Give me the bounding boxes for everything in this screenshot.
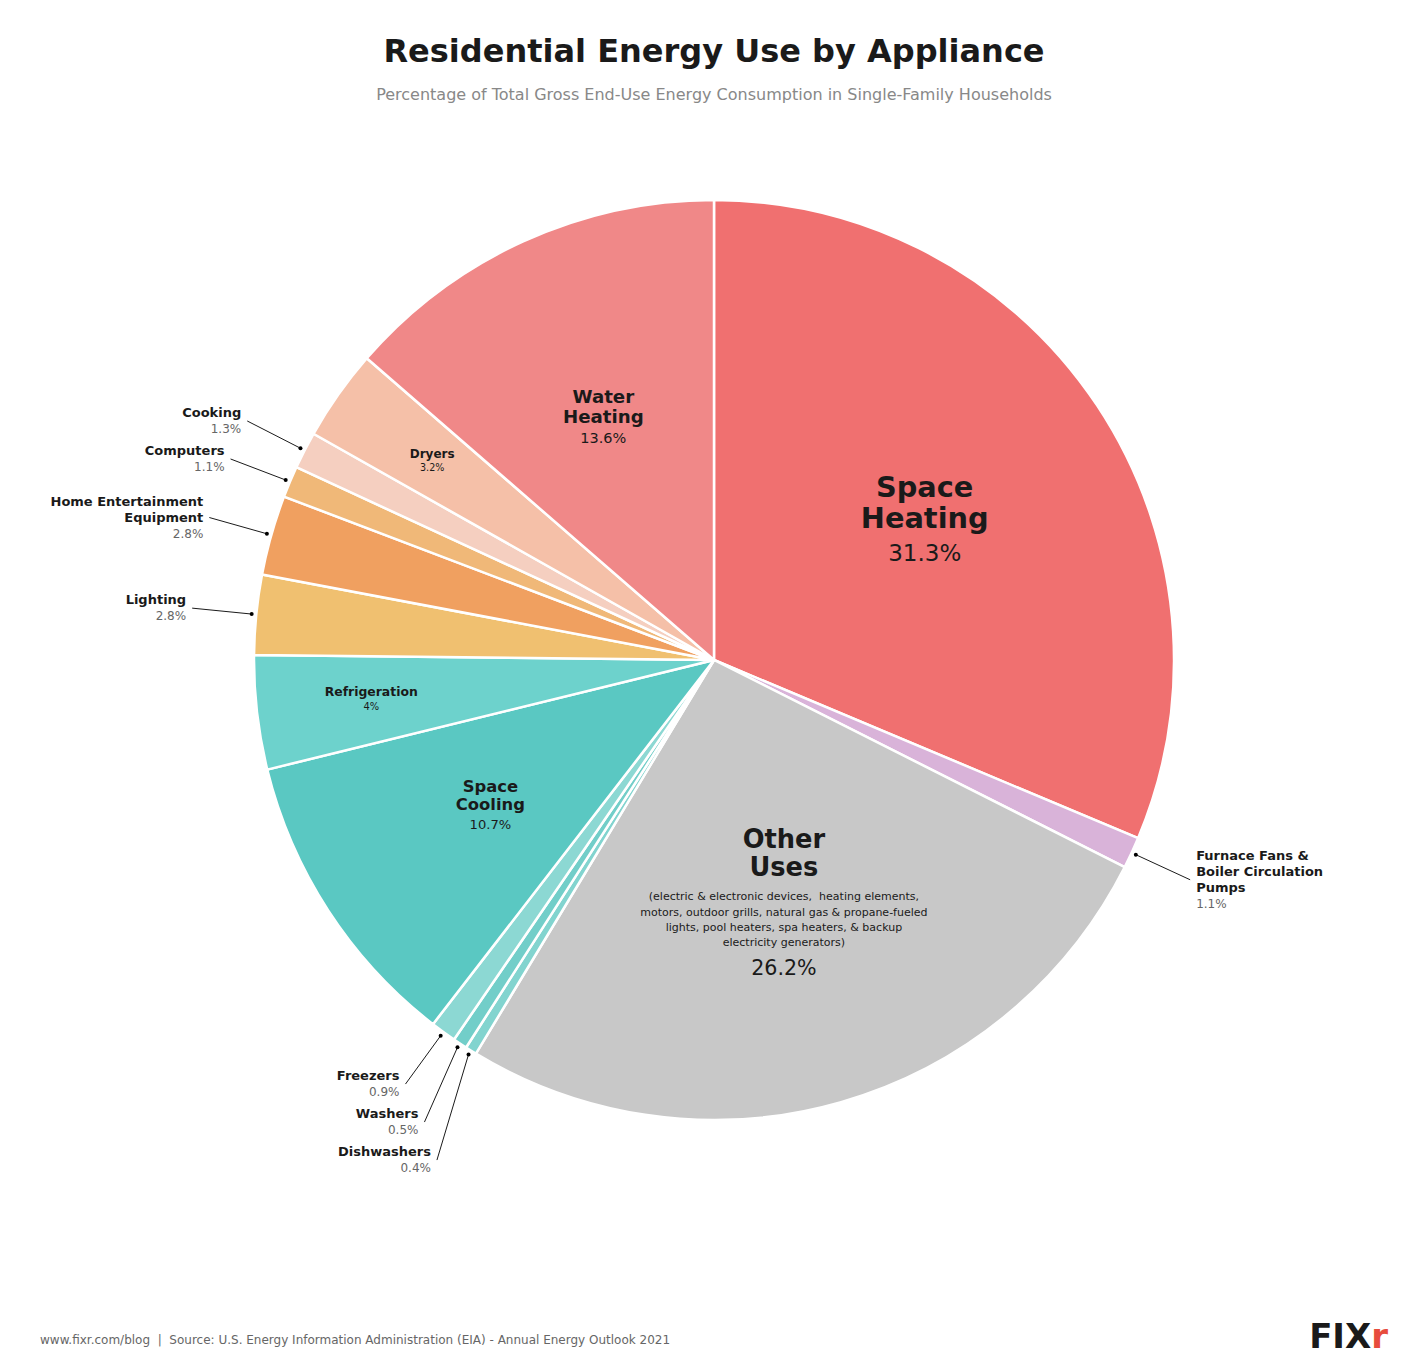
annotation-line: electricity generators): [723, 936, 845, 949]
leader-line: [231, 459, 286, 480]
slice-label: Furnace Fans &Boiler CirculationPumps: [1196, 848, 1323, 895]
leader-line: [247, 421, 300, 448]
chart: Residential Energy Use by Appliance Perce…: [0, 0, 1428, 1372]
slice-label: Computers: [145, 443, 225, 458]
slice-label-line: Freezers: [337, 1068, 400, 1083]
leader-line: [209, 518, 267, 534]
slice-label: SpaceHeating: [861, 470, 989, 536]
data-label: 2.8%: [173, 527, 204, 541]
leader-line: [1136, 855, 1190, 880]
subtitle: Percentage of Total Gross End-Use Energy…: [376, 85, 1052, 104]
data-label: 3.2%: [420, 462, 444, 473]
slice-label: WaterHeating: [563, 386, 644, 427]
background: [0, 0, 1428, 1372]
logo-part: r: [1371, 1316, 1388, 1356]
slice-label-line: Cooking: [182, 405, 241, 420]
slice-label-line: Refrigeration: [325, 684, 418, 699]
data-label: 1.1%: [194, 460, 225, 474]
slice-label-line: Equipment: [124, 510, 203, 525]
data-label: 10.7%: [470, 817, 512, 832]
slice-label-line: Cooling: [456, 795, 525, 814]
pie: [254, 200, 1174, 1120]
slice-label-line: Space: [463, 777, 518, 796]
slice-label: Home EntertainmentEquipment: [51, 494, 204, 525]
slice-label-line: Furnace Fans &: [1196, 848, 1309, 863]
slice-label-line: Other: [743, 824, 826, 854]
slice-label-line: Computers: [145, 443, 225, 458]
pie-slice: [367, 200, 714, 660]
data-label: 4%: [363, 701, 379, 712]
slice-label-line: Space: [876, 470, 973, 504]
slice-label-line: Washers: [356, 1106, 419, 1121]
leader-line: [424, 1047, 457, 1122]
slice-label-line: Uses: [749, 852, 818, 882]
data-label: 0.9%: [369, 1085, 400, 1099]
leader-dot: [284, 478, 288, 482]
slice-label: Cooking: [182, 405, 241, 420]
slice-label-line: Water: [572, 386, 634, 407]
logo: FIXr: [1309, 1316, 1388, 1356]
pie-slice: [254, 655, 714, 770]
slice-label: Washers: [356, 1106, 419, 1121]
leader-dot: [455, 1045, 459, 1049]
annotation-line: (electric & electronic devices, heating …: [649, 890, 919, 903]
leader-dot: [439, 1034, 443, 1038]
data-label: 26.2%: [751, 956, 816, 980]
data-label: 1.3%: [211, 422, 242, 436]
slice-label: Freezers: [337, 1068, 400, 1083]
leader-line: [405, 1036, 440, 1084]
slice-label-line: Dryers: [410, 447, 455, 461]
slice-label: Dryers: [410, 447, 455, 461]
slice-label: OtherUses: [743, 824, 826, 882]
footer: www.fixr.com/blog | Source: U.S. Energy …: [40, 1333, 670, 1347]
data-label: 0.5%: [388, 1123, 419, 1137]
logo-part: FIX: [1309, 1316, 1371, 1356]
annotation-line: motors, outdoor grills, natural gas & pr…: [640, 906, 927, 919]
labels: SpaceHeating31.3%OtherUses(electric & el…: [51, 386, 1324, 1176]
slice-label-line: Home Entertainment: [51, 494, 204, 509]
leader-dot: [467, 1052, 471, 1056]
data-label: 31.3%: [888, 540, 961, 566]
leader-dot: [265, 532, 269, 536]
leader-dot: [1134, 853, 1138, 857]
slice-label-line: Pumps: [1196, 880, 1246, 895]
leader-line: [437, 1054, 469, 1160]
data-label: 0.4%: [400, 1161, 431, 1175]
slice-label: Refrigeration: [325, 684, 418, 699]
slice-label-line: Dishwashers: [338, 1144, 431, 1159]
title: Residential Energy Use by Appliance: [383, 32, 1044, 70]
slice-label-line: Boiler Circulation: [1196, 864, 1323, 879]
leader-dot: [298, 446, 302, 450]
data-label: 13.6%: [580, 430, 626, 446]
data-label: 1.1%: [1196, 897, 1227, 911]
slice-label: Lighting: [126, 592, 187, 607]
leader-line: [192, 608, 252, 614]
data-label: 2.8%: [156, 609, 187, 623]
annotation: (electric & electronic devices, heating …: [640, 890, 927, 949]
slice-label-line: Heating: [861, 501, 989, 535]
annotation-line: lights, pool heaters, spa heaters, & bac…: [666, 921, 903, 934]
slice-label-line: Lighting: [126, 592, 187, 607]
slice-label: SpaceCooling: [456, 777, 525, 814]
leader-dot: [250, 612, 254, 616]
slice-label: Dishwashers: [338, 1144, 431, 1159]
slice-label-line: Heating: [563, 406, 644, 427]
